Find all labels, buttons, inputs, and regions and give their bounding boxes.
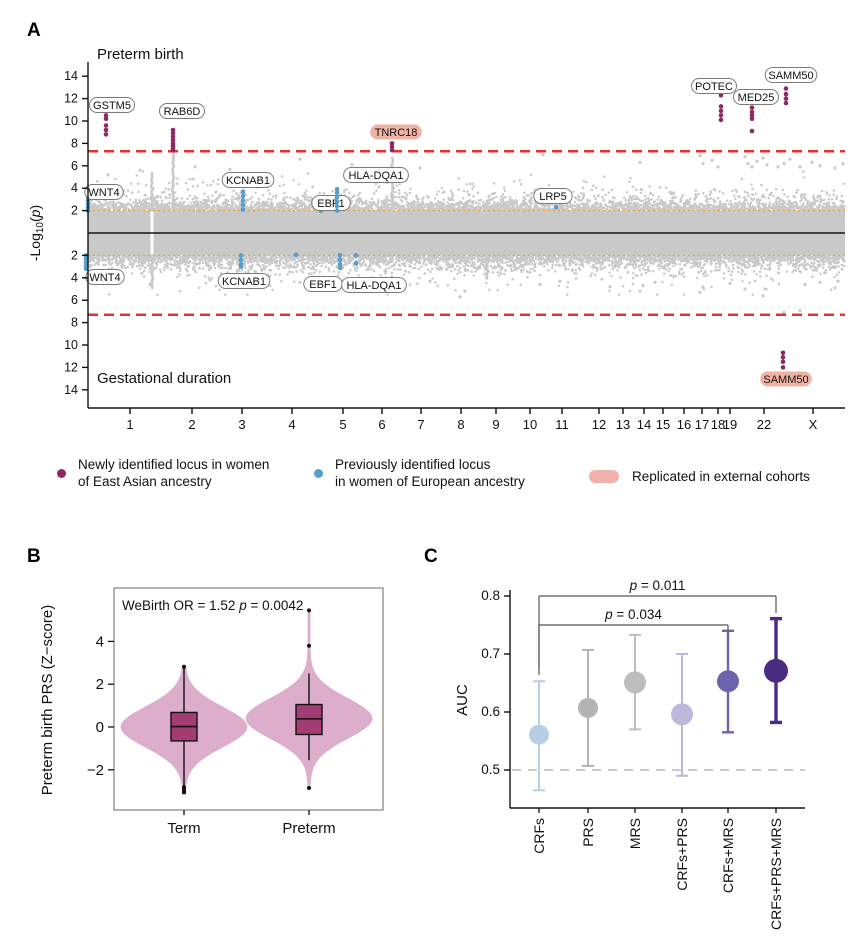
locus-label-MED25: MED25	[733, 89, 779, 105]
locus-label-EBF1: EBF1	[303, 276, 343, 292]
outlier-point	[307, 643, 311, 648]
locus-label-KCNAB1: KCNAB1	[221, 172, 275, 188]
violin-group-Preterm: Preterm	[245, 608, 373, 837]
new-locus-dot-swatch	[57, 468, 66, 478]
legend-label: Replicated in external cohorts	[632, 469, 810, 484]
violin-group-Term: Term	[120, 664, 248, 837]
category-label: Preterm	[282, 820, 335, 837]
legend-item-replicated: Replicated in external cohorts	[589, 468, 849, 485]
category-label: Term	[167, 820, 200, 837]
panel-a-ylabel: -Log10(p)	[27, 205, 46, 261]
locus-label-SAMM50: SAMM50	[760, 371, 812, 387]
locus-points-HLA-DQA1	[353, 253, 359, 266]
locus-points-RAB6D	[170, 127, 176, 153]
panel-a-title-top: Preterm birth	[97, 46, 184, 63]
auc-x-label: PRS	[580, 818, 596, 847]
auc-series-MRS: MRS	[624, 633, 646, 849]
locus-label-SAMM50: SAMM50	[764, 67, 818, 83]
auc-series-PRS: PRS	[578, 648, 598, 847]
auc-x-label: CRFs+PRS+MRS	[768, 818, 784, 930]
locus-points-HLA-DQA1	[334, 187, 340, 213]
locus-label-POTEC: POTEC	[691, 78, 737, 94]
auc-point	[624, 671, 646, 694]
locus-label-WNT4: WNT4	[85, 269, 125, 285]
panel-c-ylabel: AUC	[454, 684, 471, 716]
panel-b-frame	[113, 587, 384, 811]
locus-points-WNT4	[83, 253, 89, 272]
auc-x-label: CRFs+PRS	[674, 818, 690, 891]
locus-label-RAB6D: RAB6D	[159, 103, 205, 119]
comparison-p-value: p = 0.034	[604, 607, 662, 622]
panel-a-letter: A	[27, 20, 41, 41]
legend-item-new-locus: Newly identified locus in women of East …	[57, 456, 307, 491]
auc-point	[671, 703, 693, 726]
panel-b-ylabel: Preterm birth PRS (Z−score)	[39, 605, 56, 795]
locus-points-POTEC	[718, 92, 724, 123]
replicated-pill-swatch	[589, 470, 619, 484]
locus-points-MED25	[749, 105, 755, 134]
comparison-p-value: p = 0.011	[629, 578, 686, 593]
auc-x-label: CRFs	[531, 818, 547, 854]
comparison-bracket	[538, 624, 729, 675]
auc-series-CRFs+PRS+MRS: CRFs+PRS+MRS	[764, 616, 788, 930]
panel-a-title-bottom: Gestational duration	[97, 370, 231, 387]
locus-points-SAMM50	[783, 86, 789, 106]
locus-points-unlabeled	[293, 252, 299, 258]
auc-point	[717, 670, 739, 693]
outlier-point	[182, 664, 186, 669]
auc-series-CRFs: CRFs	[529, 680, 549, 854]
auc-x-label: MRS	[627, 818, 643, 849]
locus-points-SAMM50	[780, 350, 786, 370]
comparison-bracket	[538, 595, 777, 668]
outlier-point	[307, 786, 311, 790]
locus-label-KCNAB1: KCNAB1	[217, 273, 271, 289]
locus-points-TNRC18	[389, 141, 395, 153]
auc-x-label: CRFs+MRS	[720, 818, 736, 893]
legend-label: Newly identified locus in women of East …	[78, 457, 270, 490]
panel-b-annotation: WeBirth OR = 1.52 p = 0.0042	[122, 598, 303, 613]
locus-label-GSTM5: GSTM5	[89, 97, 135, 113]
auc-series-CRFs+PRS: CRFs+PRS	[671, 653, 693, 891]
locus-label-WNT4: WNT4	[84, 184, 124, 200]
auc-point	[764, 658, 788, 683]
auc-point	[578, 697, 598, 718]
locus-label-TNRC18: TNRC18	[370, 124, 422, 140]
known-locus-dot-swatch	[314, 468, 323, 478]
locus-points-LRP5	[553, 204, 559, 210]
panel-b-letter: B	[27, 546, 41, 567]
locus-label-LRP5: LRP5	[533, 188, 573, 204]
panel-c-letter: C	[424, 546, 438, 567]
legend-label: Previously identified locus in women of …	[335, 457, 525, 490]
locus-points-GSTM5	[103, 113, 109, 137]
locus-points-KCNAB1	[238, 253, 244, 269]
auc-series-CRFs+MRS: CRFs+MRS	[717, 629, 739, 893]
locus-points-KCNAB1	[240, 189, 246, 212]
legend-item-known-locus: Previously identified locus in women of …	[314, 456, 574, 491]
outlier-point	[182, 790, 186, 795]
locus-label-EBF1: EBF1	[311, 195, 351, 211]
panel-a-axes	[82, 62, 845, 414]
auc-point	[529, 724, 549, 745]
outlier-point	[307, 608, 311, 613]
locus-points-EBF1	[337, 253, 343, 271]
panel-c-auc-plot: 0.50.60.70.8 AUC CRFs PRS MRS CRFs+PRS CRFs+MR…	[454, 578, 805, 930]
locus-label-HLA-DQA1: HLA-DQA1	[343, 167, 409, 183]
panel-c-yticks: 0.50.60.70.8	[481, 588, 510, 777]
locus-label-HLA-DQA1: HLA-DQA1	[341, 277, 407, 293]
